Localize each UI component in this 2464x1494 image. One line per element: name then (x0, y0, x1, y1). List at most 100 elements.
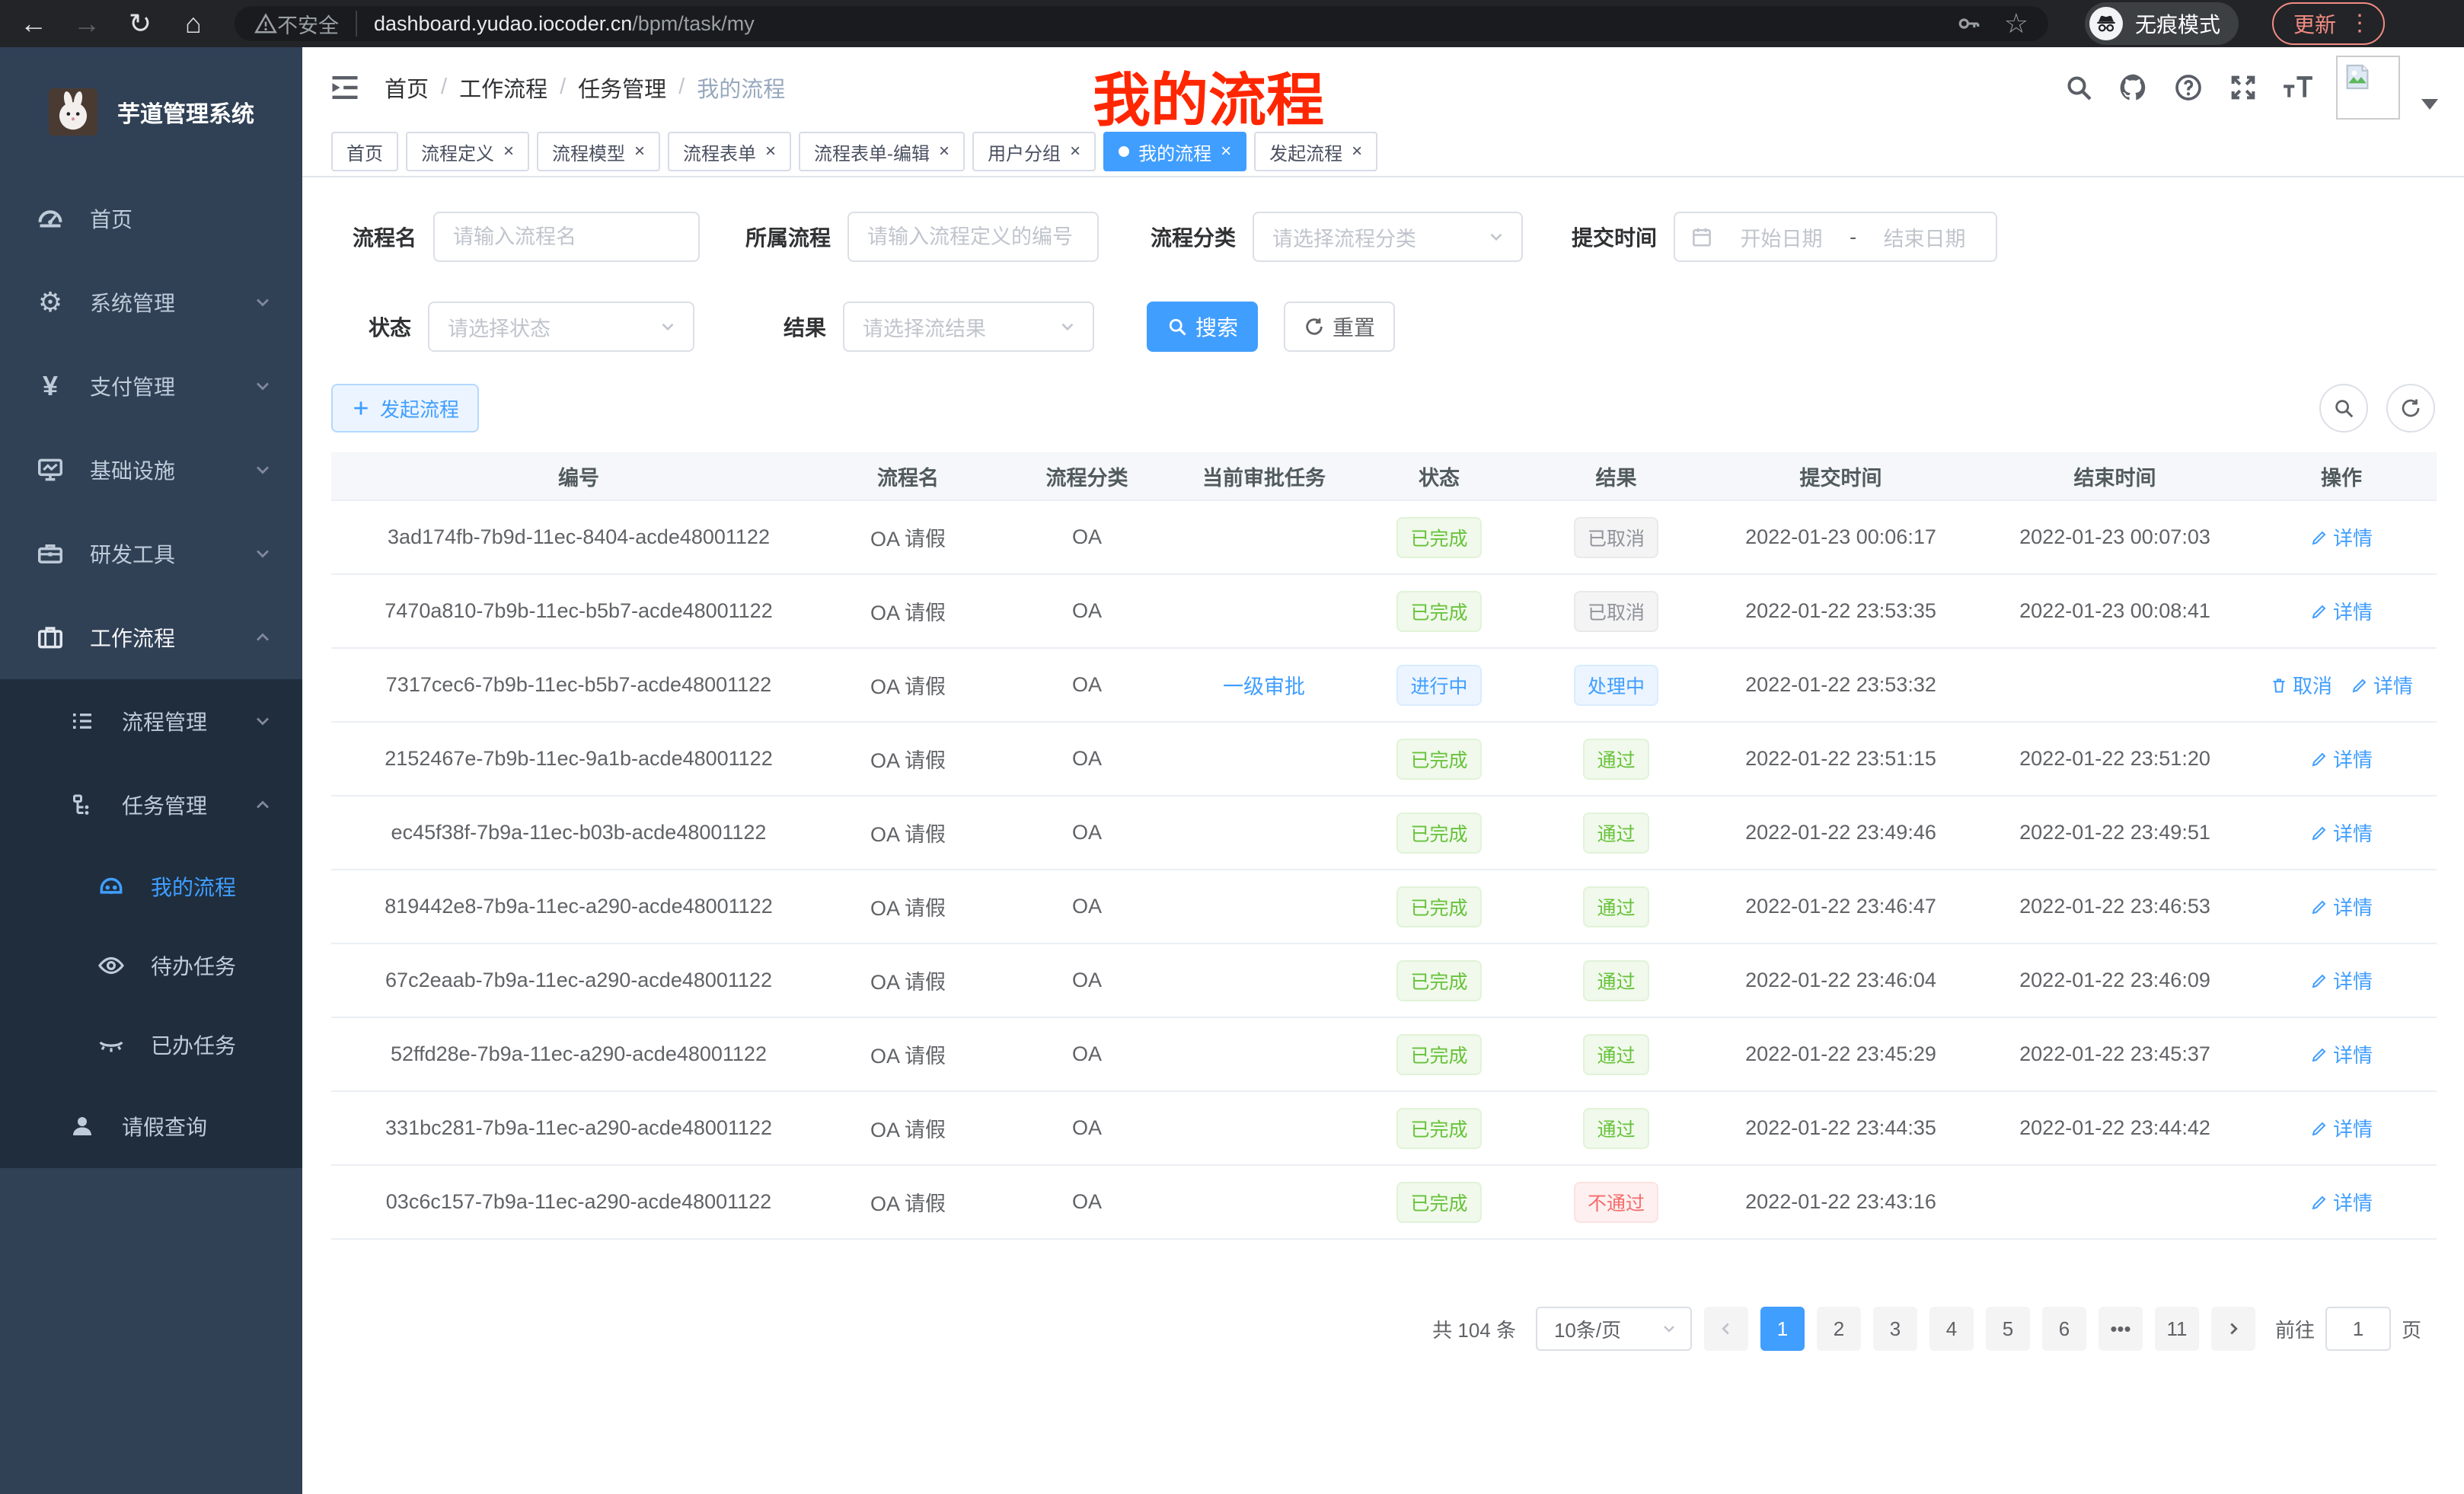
avatar[interactable] (2336, 55, 2400, 120)
process-definition-input[interactable] (849, 213, 1098, 260)
status-select[interactable]: 请选择状态 (428, 302, 695, 352)
font-size-icon[interactable] (2281, 71, 2315, 104)
page-content: 流程名 所属流程 流程分类 请选择流程分类 提交时间 开始日期 - 结束日期 状… (302, 177, 2464, 1351)
task-link[interactable]: 一级审批 (1223, 675, 1305, 698)
browser-home-icon[interactable]: ⌂ (185, 8, 202, 39)
reset-button[interactable]: 重置 (1284, 302, 1396, 352)
browser-reload-icon[interactable]: ↻ (128, 8, 152, 39)
close-icon[interactable]: × (1070, 141, 1081, 161)
prev-page-button[interactable] (1703, 1307, 1748, 1351)
github-icon[interactable] (2117, 71, 2150, 104)
list-tree-icon (67, 706, 97, 736)
detail-link[interactable]: 详情 (2310, 523, 2373, 551)
sidebar-item-workflow[interactable]: 工作流程 (0, 595, 302, 679)
goto-page-input[interactable] (2325, 1307, 2391, 1351)
tab-home[interactable]: 首页 (331, 132, 398, 171)
avatar-caret-icon[interactable] (2421, 98, 2438, 110)
tab-process-form[interactable]: 流程表单 × (668, 132, 792, 171)
tab-user-group[interactable]: 用户分组 × (972, 132, 1096, 171)
page-button-3[interactable]: 3 (1872, 1307, 1917, 1351)
browser-menu-icon[interactable]: ⋮ (2348, 11, 2371, 36)
detail-link[interactable]: 详情 (2310, 1188, 2373, 1216)
page-button-6[interactable]: 6 (2041, 1307, 2086, 1351)
breadcrumb-current: 我的流程 (697, 77, 786, 102)
process-category-select[interactable]: 请选择流程分类 (1253, 212, 1524, 262)
detail-link[interactable]: 详情 (2310, 745, 2373, 773)
sidebar-item-process-mgmt[interactable]: 流程管理 (0, 679, 302, 763)
sidebar-item-leave-query[interactable]: 请假查询 (0, 1084, 302, 1168)
edit-icon (2312, 1048, 2326, 1061)
url-bar[interactable]: 不安全 dashboard.yudao.iocoder.cn /bpm/task… (235, 6, 2048, 41)
password-key-icon[interactable] (1955, 11, 1981, 37)
detail-link[interactable]: 详情 (2310, 597, 2373, 625)
page-button-11[interactable]: 11 (2154, 1307, 2199, 1351)
close-icon[interactable]: × (1352, 141, 1363, 161)
tab-start-process[interactable]: 发起流程 × (1254, 132, 1378, 171)
close-icon[interactable]: × (765, 141, 777, 161)
sidebar-item-system[interactable]: ⚙ 系统管理 (0, 260, 302, 344)
update-button[interactable]: 更新 ⋮ (2271, 2, 2385, 45)
sidebar-item-payment[interactable]: ¥ 支付管理 (0, 344, 302, 428)
page-button-2[interactable]: 2 (1816, 1307, 1861, 1351)
browser-toolbar: ← → ↻ ⌂ 不安全 dashboard.yudao.iocoder.cn /… (0, 0, 2464, 47)
tab-process-model[interactable]: 流程模型 × (537, 132, 661, 171)
sidebar-item-todo-tasks[interactable]: 待办任务 (0, 926, 302, 1005)
breadcrumb-home[interactable]: 首页 (385, 77, 429, 102)
detail-link[interactable]: 详情 (2310, 1040, 2373, 1068)
search-icon[interactable] (2062, 71, 2095, 104)
detail-link[interactable]: 详情 (2310, 819, 2373, 847)
sidebar-item-home[interactable]: 首页 (0, 177, 302, 260)
close-icon[interactable]: × (503, 141, 515, 161)
tab-process-definition[interactable]: 流程定义 × (406, 132, 530, 171)
start-process-button[interactable]: 发起流程 (331, 384, 480, 433)
page-button-5[interactable]: 5 (1985, 1307, 2030, 1351)
bookmark-star-icon[interactable]: ☆ (2003, 8, 2028, 39)
table-row: 67c2eaab-7b9a-11ec-a290-acde48001122 OA … (331, 944, 2437, 1018)
fullscreen-icon[interactable] (2226, 71, 2260, 104)
result-select[interactable]: 请选择流结果 (843, 302, 1095, 352)
process-name-label: 流程名 (353, 226, 417, 250)
detail-link[interactable]: 详情 (2310, 1114, 2373, 1142)
table-header-row: 编号 流程名 流程分类 当前审批任务 状态 结果 提交时间 结束时间 操作 (331, 452, 2437, 501)
tab-process-form-edit[interactable]: 流程表单-编辑 × (799, 132, 965, 171)
help-icon[interactable] (2172, 71, 2205, 104)
breadcrumb-task-mgmt[interactable]: 任务管理 (578, 77, 667, 102)
detail-link[interactable]: 详情 (2310, 892, 2373, 921)
app-logo-row[interactable]: 芋道管理系统 (0, 47, 302, 177)
gear-icon: ⚙ (37, 286, 63, 318)
browser-forward-icon[interactable]: → (73, 8, 101, 39)
incognito-label: 无痕模式 (2134, 13, 2220, 37)
sidebar-item-my-process[interactable]: 我的流程 (0, 847, 302, 926)
browser-back-icon[interactable]: ← (20, 8, 47, 39)
page-button-1[interactable]: 1 (1760, 1307, 1805, 1351)
detail-link[interactable]: 详情 (2310, 966, 2373, 994)
breadcrumb-workflow[interactable]: 工作流程 (459, 77, 548, 102)
page-size-select[interactable]: 10条/页 (1535, 1307, 1692, 1351)
close-icon[interactable]: × (1221, 141, 1232, 161)
close-icon[interactable]: × (634, 141, 646, 161)
app-title: 芋道管理系统 (117, 102, 254, 127)
table-search-toggle-button[interactable] (2319, 384, 2368, 433)
sidebar-item-label: 请假查询 (122, 1116, 208, 1139)
sidebar-collapse-icon[interactable] (328, 71, 362, 104)
close-icon[interactable]: × (939, 141, 950, 161)
search-button[interactable]: 搜索 (1147, 302, 1259, 352)
sidebar-item-devtools[interactable]: 研发工具 (0, 512, 302, 595)
page-button-4[interactable]: 4 (1929, 1307, 1974, 1351)
process-name-input[interactable] (435, 213, 699, 260)
cancel-link[interactable]: 取消 (2270, 671, 2332, 699)
yen-icon: ¥ (42, 370, 59, 401)
more-pages-button[interactable]: ••• (2098, 1307, 2143, 1351)
sidebar-item-infrastructure[interactable]: 基础设施 (0, 428, 302, 512)
sidebar-item-done-tasks[interactable]: 已办任务 (0, 1005, 302, 1084)
table-row: 03c6c157-7b9a-11ec-a290-acde48001122 OA … (331, 1166, 2437, 1240)
table-row: 331bc281-7b9a-11ec-a290-acde48001122 OA … (331, 1092, 2437, 1166)
submit-time-range-picker[interactable]: 开始日期 - 结束日期 (1674, 212, 1998, 262)
tab-my-process[interactable]: 我的流程 × (1103, 132, 1247, 171)
security-warning-icon[interactable] (254, 12, 277, 35)
next-page-button[interactable] (2210, 1307, 2255, 1351)
detail-link[interactable]: 详情 (2351, 671, 2413, 699)
sidebar-item-task-mgmt[interactable]: 任务管理 (0, 763, 302, 847)
workflow-submenu: 流程管理 任务管理 我的流程 待办任务 已办任务 (0, 679, 302, 1168)
table-refresh-button[interactable] (2386, 384, 2435, 433)
